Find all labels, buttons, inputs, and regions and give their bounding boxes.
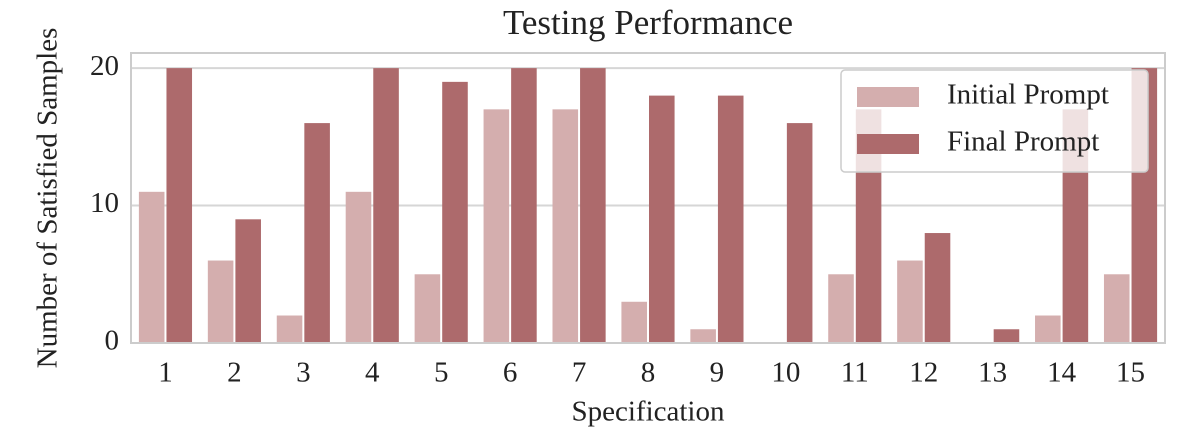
bar — [235, 219, 261, 343]
x-tick-label: 9 — [710, 357, 725, 389]
x-axis-label: Specification — [571, 396, 725, 428]
legend-label: Initial Prompt — [947, 79, 1109, 111]
x-tick-label: 13 — [978, 357, 1007, 389]
chart-title: Testing Performance — [503, 3, 793, 42]
plot-frame — [130, 52, 1166, 344]
y-tick-label: 10 — [90, 187, 119, 219]
bar — [786, 123, 813, 343]
bar — [373, 68, 399, 344]
bar — [1035, 315, 1061, 343]
x-tick-label: 15 — [1116, 357, 1145, 389]
x-tick-label: 4 — [365, 357, 380, 389]
x-tick-label: 3 — [296, 357, 311, 389]
bar — [1103, 274, 1130, 343]
bar — [442, 81, 468, 344]
x-tick-label: 14 — [1047, 357, 1077, 389]
legend-swatch — [857, 87, 919, 107]
x-tick-label: 10 — [771, 357, 800, 389]
bar — [690, 329, 716, 343]
y-tick-label: 0 — [105, 325, 120, 357]
x-tick-label: 7 — [572, 357, 587, 389]
y-tick-label: 20 — [90, 50, 119, 82]
bar — [924, 233, 951, 343]
bar — [345, 191, 372, 343]
bar — [649, 95, 675, 344]
x-tick-label: 11 — [841, 357, 869, 389]
x-tick-label: 8 — [641, 357, 656, 389]
x-tick-label: 6 — [503, 357, 518, 389]
bar — [511, 68, 537, 344]
bar — [207, 260, 234, 343]
bar — [552, 109, 579, 343]
bar — [414, 274, 441, 343]
bar — [166, 68, 193, 344]
x-tick-label: 5 — [434, 357, 449, 389]
bar — [621, 301, 647, 343]
bar — [580, 68, 606, 344]
bar — [897, 260, 923, 343]
x-tick-label: 12 — [909, 357, 938, 389]
bar — [993, 329, 1020, 343]
y-axis-label: Number of Satisfied Samples — [32, 28, 64, 369]
x-tick-label: 1 — [158, 357, 173, 389]
bar — [304, 123, 330, 343]
legend-swatch — [857, 134, 919, 154]
bar — [138, 191, 165, 343]
legend-label: Final Prompt — [947, 126, 1099, 158]
bar — [276, 315, 303, 343]
bar — [483, 109, 510, 343]
bar — [717, 95, 744, 344]
x-tick-label: 2 — [227, 357, 242, 389]
bar — [828, 274, 854, 343]
